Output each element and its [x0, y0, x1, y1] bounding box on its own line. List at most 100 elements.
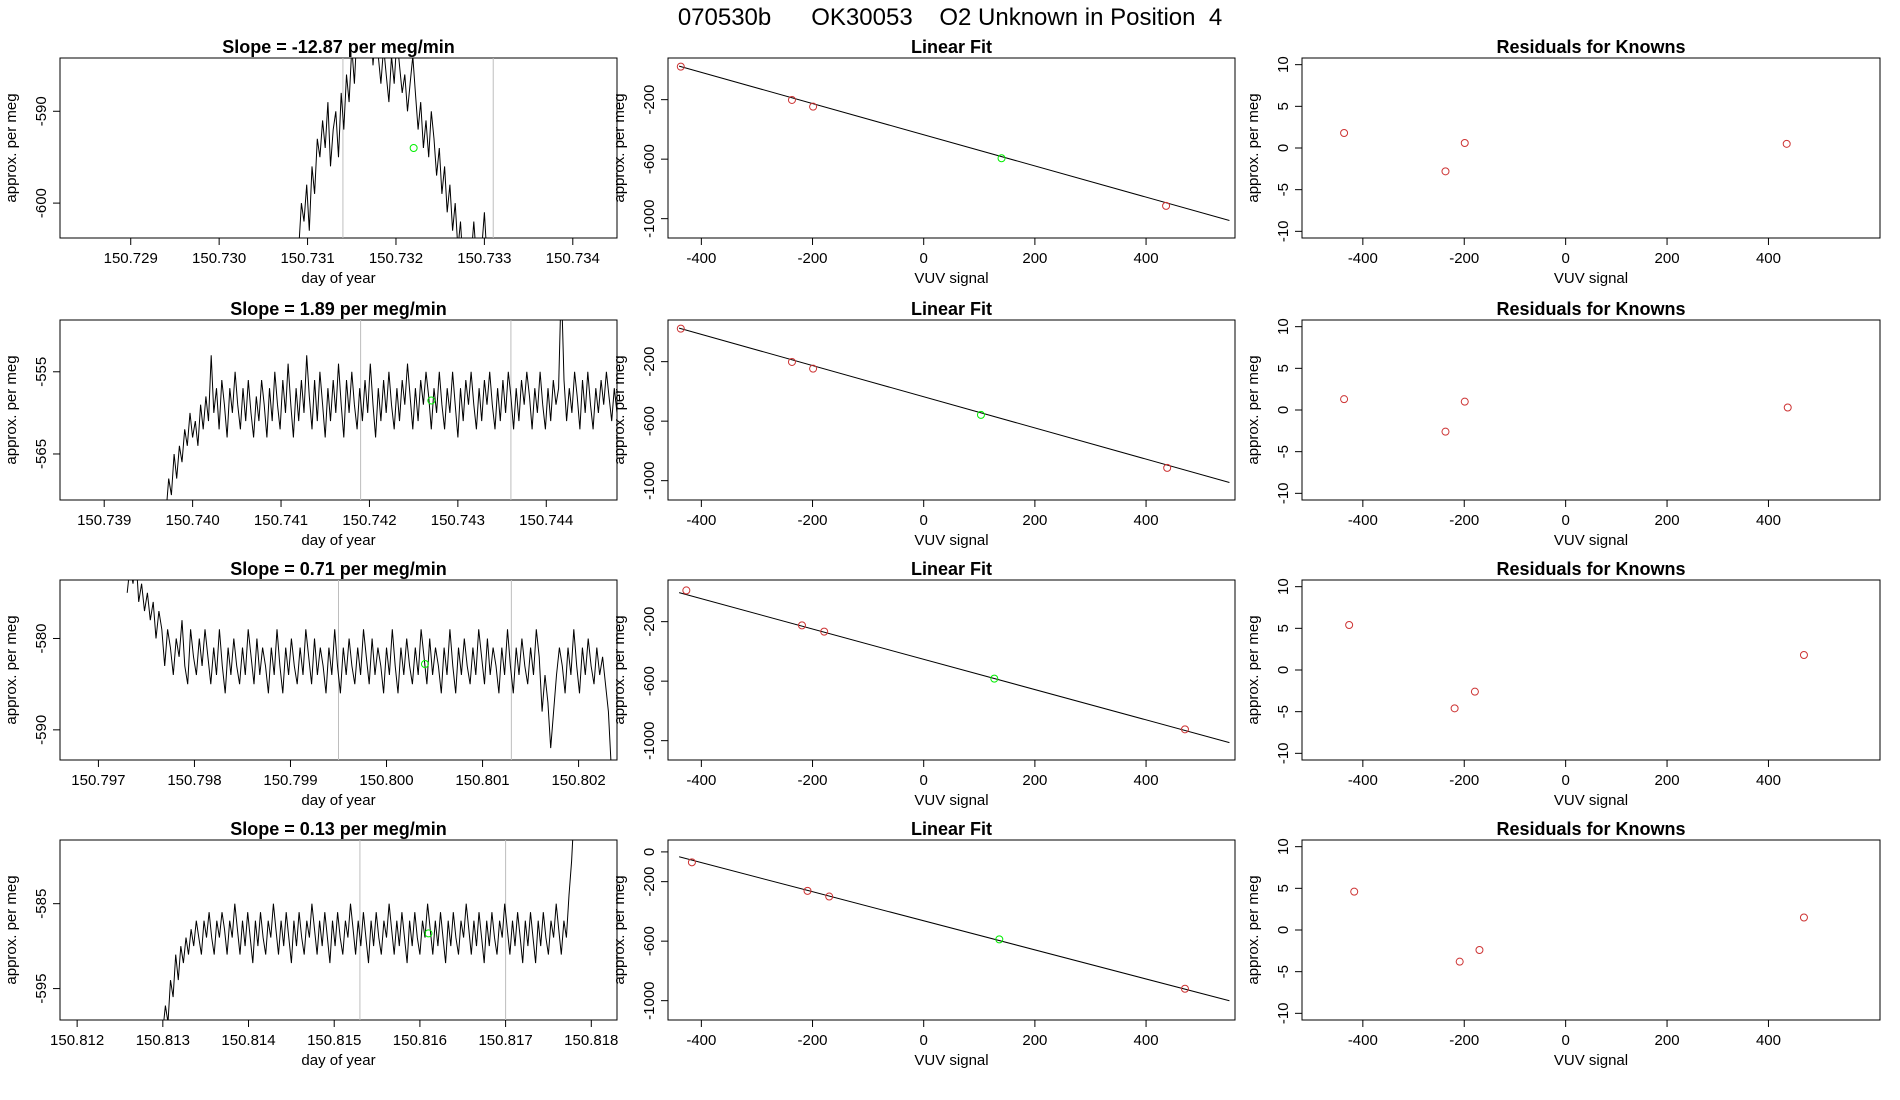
plot-title: Residuals for Knowns	[1496, 559, 1685, 579]
known-point	[1180, 984, 1189, 993]
signal-trace	[126, 580, 612, 760]
unknown-point	[420, 660, 429, 669]
unknown-point	[976, 410, 985, 419]
page-title: 070530b OK30053 O2 Unknown in Position 4	[677, 4, 1223, 31]
residual-point	[1470, 687, 1479, 696]
panel-7: Linear Fit -400 -200 0 200 400 VUV signal -200 -…	[611, 559, 1236, 809]
residual-point	[1782, 139, 1791, 148]
residual-point	[1340, 129, 1349, 137]
y-tick-label: 5	[1275, 624, 1292, 632]
x-tick-label: 150.813	[136, 1032, 190, 1049]
x-tick-label: -400	[1348, 250, 1378, 267]
y-axis-label: approx. per meg	[611, 615, 628, 724]
residual-point	[1350, 887, 1359, 896]
y-axis-label: approx. per meg	[1245, 615, 1262, 724]
signal-trace	[166, 320, 617, 500]
y-tick-label: -590	[33, 96, 50, 126]
y-axis-label: approx. per meg	[1245, 875, 1262, 984]
y-tick-label: -5	[1275, 183, 1292, 196]
x-tick-label: 0	[1561, 772, 1569, 789]
y-tick-label: -1000	[641, 199, 658, 237]
plot-title: Linear Fit	[911, 819, 992, 839]
x-axis-label: VUV signal	[1554, 532, 1628, 549]
y-tick-label: -5	[1275, 445, 1292, 458]
unknown-point	[997, 154, 1006, 163]
x-tick-label: 200	[1022, 1032, 1047, 1049]
residual-point	[1799, 913, 1808, 922]
x-tick-label: 400	[1756, 512, 1781, 529]
x-tick-label: 0	[1561, 1032, 1569, 1049]
known-point	[787, 95, 796, 104]
y-tick-label: -555	[33, 357, 50, 387]
y-tick-label: -1000	[641, 461, 658, 499]
x-tick-label: 0	[920, 250, 928, 267]
y-tick-label: 10	[1275, 318, 1292, 335]
x-tick-label: 400	[1134, 512, 1159, 529]
x-tick-label: -200	[798, 1032, 828, 1049]
x-tick-label: 150.797	[71, 772, 125, 789]
x-tick-label: 150.801	[455, 772, 509, 789]
known-point	[1180, 725, 1189, 734]
x-tick-label: -400	[1348, 512, 1378, 529]
x-tick-label: 150.744	[519, 512, 573, 529]
known-point	[825, 892, 834, 901]
plot-title: Slope = 0.13 per meg/min	[230, 819, 447, 839]
x-axis-label: VUV signal	[1554, 1052, 1628, 1069]
plot-title: Slope = -12.87 per meg/min	[222, 37, 455, 57]
y-axis-label: approx. per meg	[3, 93, 20, 202]
y-tick-label: -10	[1275, 1002, 1292, 1024]
x-tick-label: 0	[1561, 512, 1569, 529]
x-tick-label: 0	[920, 772, 928, 789]
plot-frame	[59, 839, 618, 1021]
x-axis-label: VUV signal	[914, 792, 988, 809]
x-tick-label: 200	[1022, 772, 1047, 789]
x-tick-label: -200	[1449, 512, 1479, 529]
known-point	[1163, 463, 1172, 472]
y-tick-label: -600	[641, 666, 658, 696]
x-axis-label: VUV signal	[1554, 792, 1628, 809]
known-point	[797, 621, 806, 630]
y-tick-label: 10	[1275, 56, 1292, 73]
fit-line	[678, 856, 1230, 1002]
residual-point	[1345, 621, 1354, 629]
x-tick-label: -400	[1348, 1032, 1378, 1049]
x-tick-label: 150.733	[457, 250, 511, 267]
x-tick-label: 400	[1756, 772, 1781, 789]
y-axis-label: approx. per meg	[611, 93, 628, 202]
panel-1: Slope = -12.87 per meg/min 150.729 150.730…	[3, 37, 618, 287]
panel-4: Slope = 0.13 per meg/min 150.812 150.813 15…	[3, 819, 618, 1069]
x-tick-label: -400	[686, 512, 716, 529]
residual-point	[1460, 397, 1469, 406]
panel-3: Slope = 0.71 per meg/min 150.797 150.798 15…	[3, 559, 618, 809]
known-point	[676, 62, 685, 71]
x-tick-label: 150.730	[192, 250, 246, 267]
x-tick-label: 200	[1655, 772, 1680, 789]
y-tick-label: -200	[641, 347, 658, 377]
y-tick-label: -600	[641, 926, 658, 956]
fit-line	[678, 592, 1230, 744]
panel-2: Slope = 1.89 per meg/min 150.739 150.740 15…	[3, 299, 618, 549]
y-axis-label: approx. per meg	[3, 615, 20, 724]
x-tick-label: -200	[798, 772, 828, 789]
x-tick-label: 200	[1022, 512, 1047, 529]
known-point	[687, 858, 696, 867]
x-tick-label: 150.815	[307, 1032, 361, 1049]
panel-9: Residuals for Knowns -400 -200 0 200 400 VUV s…	[1245, 37, 1881, 287]
y-tick-label: -565	[33, 439, 50, 469]
plot-title: Residuals for Knowns	[1496, 299, 1685, 319]
x-tick-label: 200	[1022, 250, 1047, 267]
plot-title: Residuals for Knowns	[1496, 819, 1685, 839]
x-tick-label: -400	[1348, 772, 1378, 789]
x-tick-label: 200	[1655, 512, 1680, 529]
x-tick-label: 150.812	[50, 1032, 104, 1049]
x-axis-label: VUV signal	[914, 270, 988, 287]
fit-line	[678, 327, 1230, 483]
x-tick-label: 400	[1134, 250, 1159, 267]
x-tick-label: 150.817	[478, 1032, 532, 1049]
x-axis-label: day of year	[301, 532, 375, 549]
y-tick-label: -200	[641, 85, 658, 115]
x-axis-label: VUV signal	[914, 1052, 988, 1069]
x-axis-label: VUV signal	[914, 532, 988, 549]
y-tick-label: 5	[1275, 364, 1292, 372]
x-tick-label: 400	[1756, 1032, 1781, 1049]
